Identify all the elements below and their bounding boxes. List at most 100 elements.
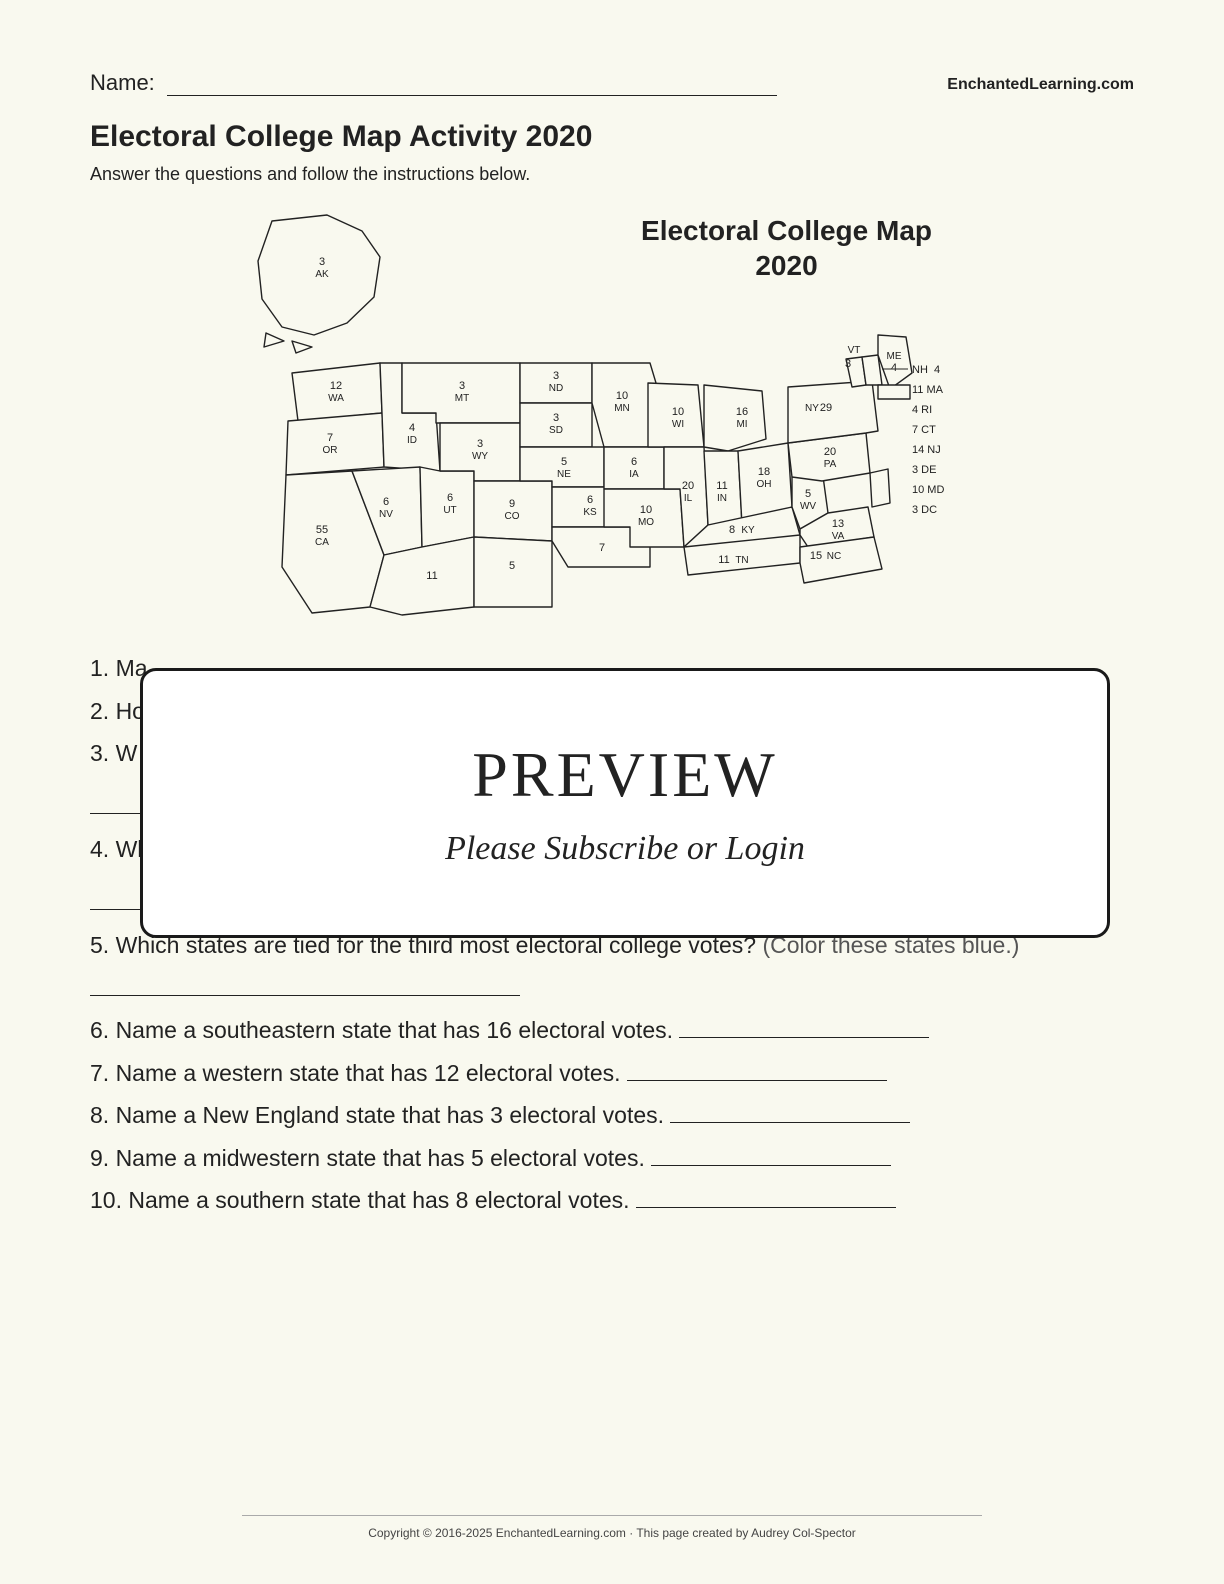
svg-text:SD: SD [549,425,563,436]
svg-text:VT: VT [848,345,861,356]
svg-text:15: 15 [810,550,822,562]
svg-text:VA: VA [832,531,845,542]
map-title-line2: 2020 [755,250,817,281]
svg-text:13: 13 [832,518,844,530]
q7-answer-line[interactable] [627,1058,887,1081]
svg-text:7: 7 [599,542,605,554]
svg-text:5: 5 [561,456,567,468]
svg-text:NH: NH [912,364,928,376]
svg-text:WI: WI [672,419,684,430]
svg-text:4 RI: 4 RI [912,404,932,416]
svg-text:AK: AK [315,269,329,280]
svg-text:11: 11 [716,480,727,492]
svg-text:9: 9 [509,498,515,510]
map-title: Electoral College Map 2020 [641,213,932,283]
svg-text:WY: WY [472,451,488,462]
svg-text:WV: WV [800,501,816,512]
svg-text:7 CT: 7 CT [912,424,936,436]
page-header: Name: EnchantedLearning.com [90,70,1134,96]
svg-text:11: 11 [426,570,437,582]
q10-text: 10. Name a southern state that has 8 ele… [90,1187,630,1213]
svg-text:10 MD: 10 MD [912,484,944,496]
name-field-area: Name: [90,70,777,96]
svg-text:6: 6 [383,496,389,508]
q2-text: 2. Ho [90,698,145,724]
svg-text:OR: OR [323,445,338,456]
svg-text:20: 20 [824,446,836,458]
svg-text:MO: MO [638,517,654,528]
page-subtitle: Answer the questions and follow the inst… [90,164,1134,185]
svg-text:10: 10 [672,406,684,418]
svg-text:IL: IL [684,493,693,504]
q6-answer-line[interactable] [679,1015,929,1038]
svg-text:3: 3 [459,380,465,392]
svg-text:3: 3 [553,370,559,382]
q10-answer-line[interactable] [636,1185,896,1208]
svg-text:12: 12 [330,380,342,392]
site-link[interactable]: EnchantedLearning.com [947,76,1134,96]
svg-text:29: 29 [820,402,832,414]
svg-text:NE: NE [557,469,571,480]
svg-text:4: 4 [934,364,940,376]
svg-text:MT: MT [455,393,469,404]
svg-text:6: 6 [631,456,637,468]
question-8: 8. Name a New England state that has 3 e… [90,1094,1134,1137]
svg-text:3: 3 [319,256,325,268]
question-10: 10. Name a southern state that has 8 ele… [90,1179,1134,1222]
svg-text:6: 6 [447,492,453,504]
svg-text:ID: ID [407,435,417,446]
name-label: Name: [90,70,155,96]
svg-text:5: 5 [509,560,515,572]
svg-text:11 MA: 11 MA [912,384,944,396]
svg-text:UT: UT [443,505,456,516]
name-blank-line[interactable] [167,70,777,96]
svg-text:MI: MI [736,419,747,430]
q9-answer-line[interactable] [651,1143,891,1166]
preview-title: PREVIEW [472,738,777,812]
q3-text: 3. W [90,740,137,766]
preview-overlay: PREVIEW Please Subscribe or Login [140,668,1110,938]
svg-text:4: 4 [891,362,897,374]
q7-text: 7. Name a western state that has 12 elec… [90,1060,621,1086]
svg-text:6: 6 [587,494,593,506]
svg-text:NY: NY [805,403,819,414]
svg-text:IA: IA [629,469,639,480]
svg-text:3 DE: 3 DE [912,464,936,476]
q5-answer-line[interactable] [90,973,520,996]
svg-text:KS: KS [583,507,597,518]
svg-text:MN: MN [614,403,630,414]
svg-text:10: 10 [640,504,652,516]
svg-text:3 DC: 3 DC [912,504,937,516]
svg-text:14 NJ: 14 NJ [912,444,941,456]
question-9: 9. Name a midwestern state that has 5 el… [90,1137,1134,1180]
map-container: Electoral College Map 2020 [252,207,972,627]
q8-answer-line[interactable] [670,1100,910,1123]
svg-text:IN: IN [717,493,727,504]
svg-text:11: 11 [718,554,729,566]
svg-text:10: 10 [616,390,628,402]
svg-text:OH: OH [757,479,772,490]
map-title-line1: Electoral College Map [641,215,932,246]
svg-text:20: 20 [682,480,694,492]
page-footer: Copyright © 2016-2025 EnchantedLearning.… [0,1515,1224,1540]
q9-text: 9. Name a midwestern state that has 5 el… [90,1145,645,1171]
q1-text: 1. Ma [90,655,148,681]
svg-text:3: 3 [553,412,559,424]
q8-text: 8. Name a New England state that has 3 e… [90,1102,664,1128]
q6-text: 6. Name a southeastern state that has 16… [90,1017,673,1043]
svg-text:3: 3 [845,358,851,370]
svg-text:7: 7 [327,432,333,444]
svg-text:4: 4 [409,422,415,434]
svg-text:16: 16 [736,406,748,418]
svg-text:KY: KY [741,525,755,536]
svg-text:TN: TN [735,555,748,566]
svg-text:CO: CO [505,511,520,522]
svg-text:8: 8 [729,524,735,536]
svg-text:ME: ME [887,351,902,362]
question-7: 7. Name a western state that has 12 elec… [90,1052,1134,1095]
svg-text:WA: WA [328,393,344,404]
svg-text:NV: NV [379,509,393,520]
svg-text:ND: ND [549,383,563,394]
svg-text:5: 5 [805,488,811,500]
svg-text:NC: NC [827,551,841,562]
